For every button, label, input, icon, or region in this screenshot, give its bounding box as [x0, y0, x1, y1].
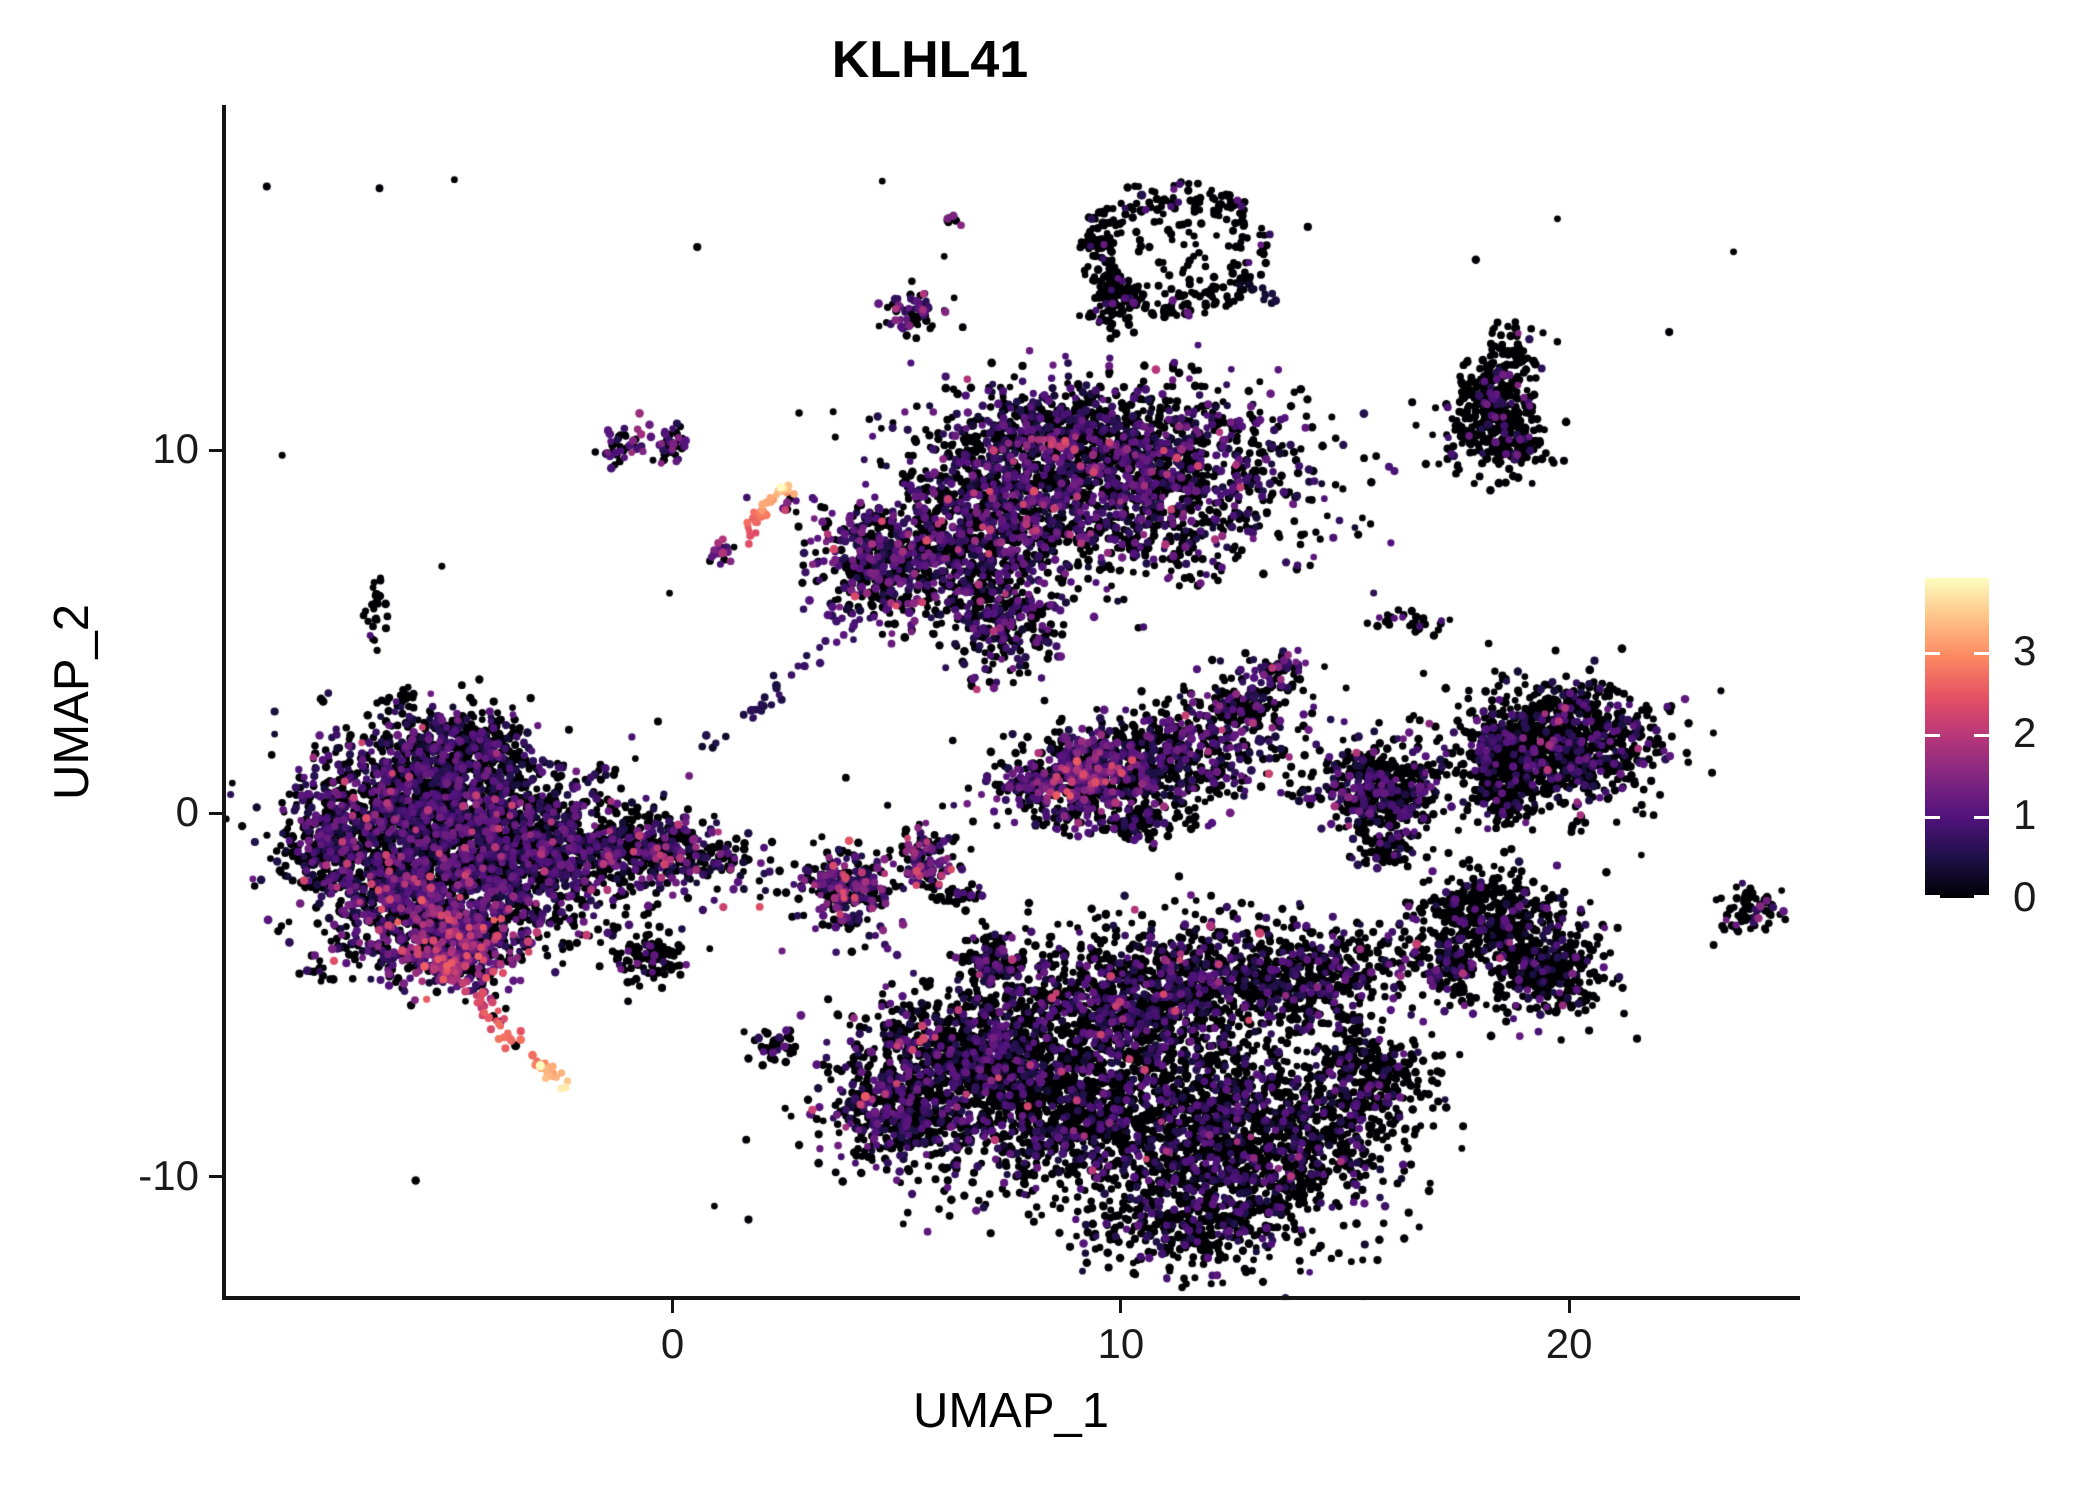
colorbar-tick-mark [1974, 651, 1989, 655]
x-tick-mark [1567, 1300, 1571, 1313]
colorbar-tick-mark [1925, 895, 1940, 898]
colorbar-gradient [1925, 578, 1989, 898]
x-axis-label: UMAP_1 [912, 1384, 1110, 1438]
colorbar-tick-label: 0 [2013, 873, 2037, 920]
y-tick-label: 0 [175, 788, 199, 836]
colorbar-tick-mark [1925, 815, 1940, 819]
y-tick-mark [209, 448, 222, 452]
colorbar-tick-mark [1925, 651, 1940, 655]
x-tick-label: 20 [1545, 1320, 1593, 1367]
colorbar-tick-mark [1974, 815, 1989, 819]
x-tick-label: 10 [1097, 1320, 1145, 1367]
plot-title: KLHL41 [831, 31, 1029, 89]
y-axis-label: UMAP_2 [45, 603, 99, 801]
x-tick-mark [1119, 1300, 1123, 1313]
colorbar-tick-mark [1925, 733, 1940, 737]
x-tick-mark [671, 1300, 675, 1313]
colorbar-tick-mark [1974, 895, 1989, 898]
y-tick-label: 10 [152, 425, 199, 473]
colorbar-tick-label: 1 [2013, 790, 2037, 838]
y-tick-mark [209, 1175, 222, 1178]
plot-panel-axes [222, 105, 1800, 1300]
y-tick-mark [209, 811, 222, 815]
x-tick-label: 0 [660, 1320, 685, 1367]
colorbar-tick-label: 3 [2013, 626, 2037, 674]
colorbar-tick-label: 2 [2013, 708, 2037, 756]
colorbar-tick-mark [1974, 733, 1989, 737]
y-tick-label: -10 [138, 1151, 199, 1199]
